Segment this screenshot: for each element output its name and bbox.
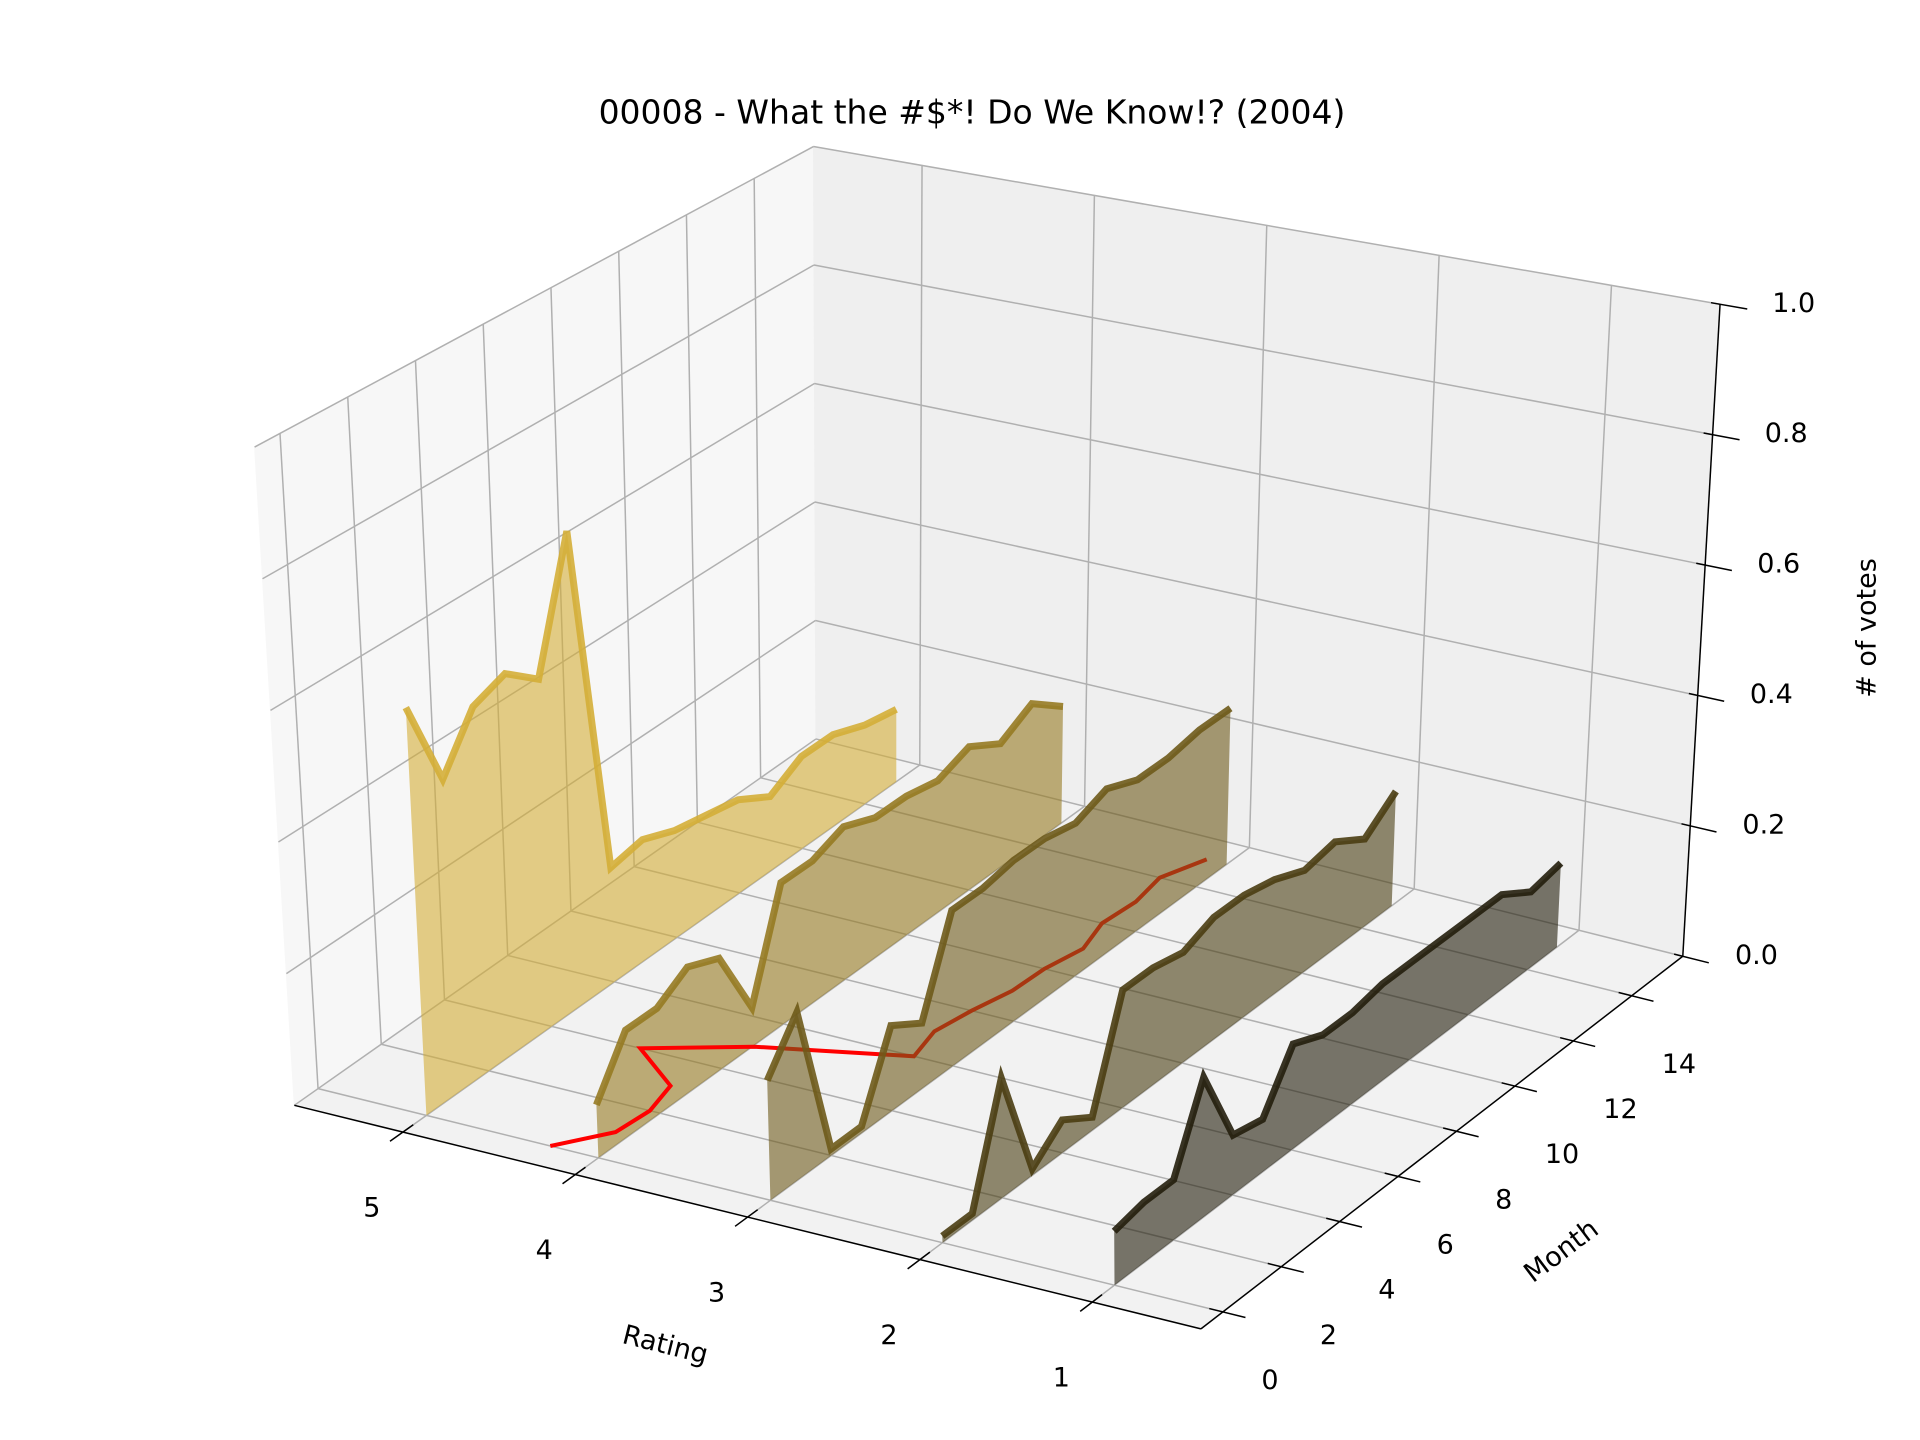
y-tick-label: 14 <box>1662 1049 1696 1080</box>
y-tick-label: 12 <box>1603 1094 1637 1125</box>
grid-line <box>685 214 699 823</box>
grid-line <box>1083 195 1096 807</box>
z-axis-label: # of votes <box>1852 558 1883 698</box>
z-tick <box>1696 562 1733 572</box>
z-axis-line <box>1682 304 1721 957</box>
line <box>763 705 1233 1155</box>
x-tick <box>734 1209 759 1227</box>
grid-line <box>279 433 319 1089</box>
x-tick <box>562 1166 586 1185</box>
grid-line <box>814 382 1706 566</box>
grid-line <box>1248 225 1268 848</box>
x-tick-label: 5 <box>363 1193 380 1224</box>
z-tick <box>1688 692 1725 703</box>
line <box>402 530 898 875</box>
chart-title: 00008 - What the #$*! Do We Know!? (2004… <box>599 93 1346 132</box>
z-tick <box>1710 301 1748 310</box>
y-tick-label: 4 <box>1378 1275 1395 1306</box>
y-tick <box>1501 1082 1538 1093</box>
line <box>940 789 1399 1239</box>
x-tick <box>907 1251 931 1270</box>
x-tick-label: 1 <box>1053 1363 1070 1394</box>
y-tick-label: 10 <box>1545 1139 1579 1170</box>
area <box>405 531 897 1116</box>
grid-line <box>753 178 762 778</box>
y-tick <box>1209 1307 1246 1319</box>
grid-line <box>254 145 814 448</box>
grid-line <box>346 396 383 1045</box>
y-tick <box>1559 1036 1596 1048</box>
z-tick <box>1681 823 1717 833</box>
grid-line <box>270 382 815 712</box>
y-axis-line <box>1200 955 1684 1330</box>
grid-line <box>815 619 1691 827</box>
x-tick <box>1079 1294 1103 1312</box>
z-tick-label: 0.6 <box>1757 549 1800 580</box>
z-tick-label: 0.4 <box>1750 679 1793 710</box>
x-tick-label: 4 <box>536 1235 553 1266</box>
grid-line <box>1578 285 1613 931</box>
grid-line <box>617 251 635 867</box>
z-tick-label: 1.0 <box>1772 288 1815 319</box>
y-tick-label: 2 <box>1320 1320 1337 1351</box>
line <box>1111 860 1564 1234</box>
x-tick-label: 2 <box>880 1320 897 1351</box>
area <box>767 708 1231 1201</box>
y-tick-label: 8 <box>1495 1184 1512 1215</box>
y-tick <box>1443 1127 1479 1138</box>
z-tick-label: 0.8 <box>1765 418 1808 449</box>
y-tick <box>1384 1172 1421 1183</box>
y-tick <box>1326 1217 1363 1228</box>
y-tick <box>1267 1262 1304 1274</box>
z-tick <box>1673 953 1709 964</box>
grid-line <box>317 1087 1224 1313</box>
plot-area <box>402 530 1564 1286</box>
grid-line <box>813 145 1721 306</box>
x-tick <box>389 1124 414 1142</box>
x-tick-label: 3 <box>708 1278 725 1309</box>
grid-line <box>1413 255 1440 889</box>
x-axis-line <box>294 1104 1202 1330</box>
grid-line <box>919 165 923 765</box>
z-tick-label: 0.0 <box>1735 940 1778 971</box>
grid-line <box>813 264 1713 436</box>
area <box>942 791 1396 1243</box>
area <box>1114 863 1561 1286</box>
y-tick <box>1618 991 1654 1002</box>
line <box>593 699 1064 1107</box>
z-tick <box>1703 432 1740 441</box>
area <box>596 703 1063 1158</box>
grid-line <box>262 264 815 580</box>
y-tick-label: 0 <box>1261 1365 1278 1396</box>
grid-line <box>814 501 1698 697</box>
z-tick-label: 0.2 <box>1742 809 1785 840</box>
y-tick-label: 6 <box>1437 1229 1454 1260</box>
